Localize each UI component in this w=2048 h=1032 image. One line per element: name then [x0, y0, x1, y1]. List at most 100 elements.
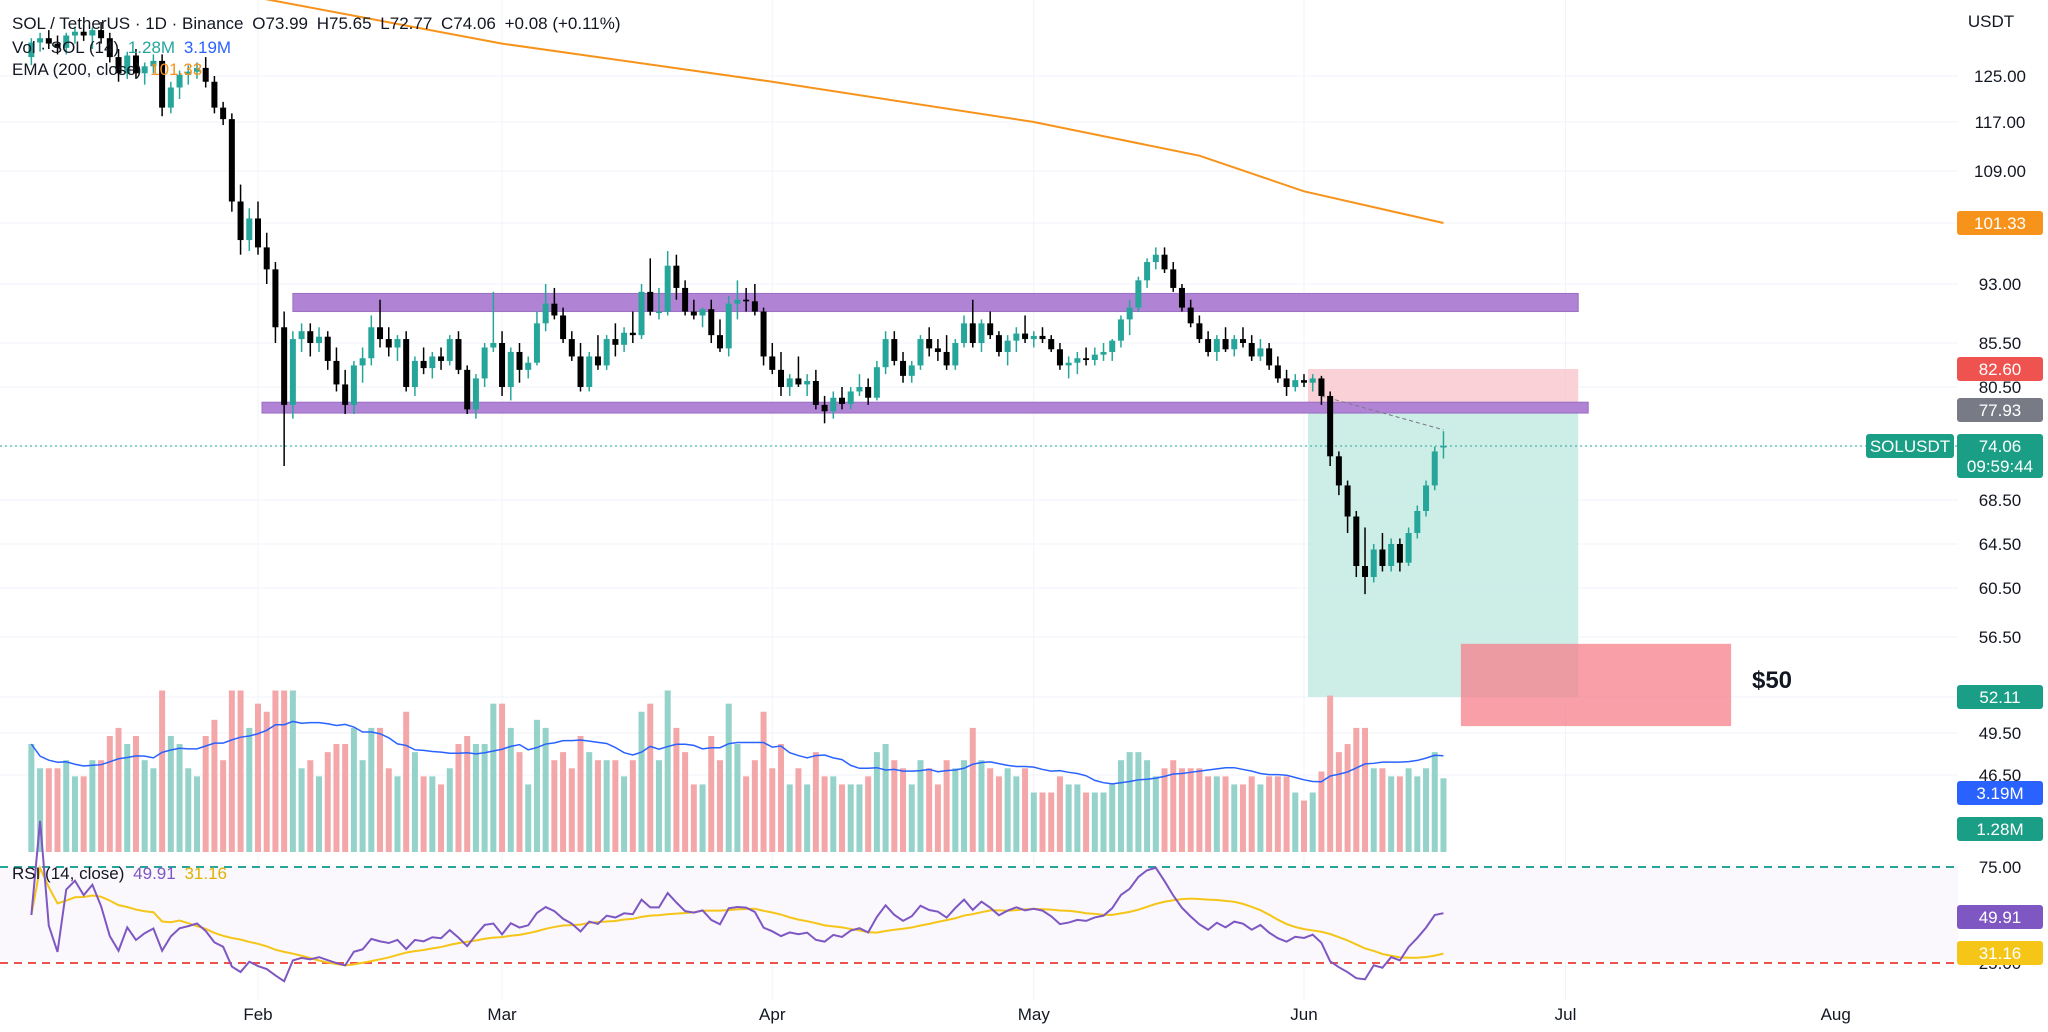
candle-body: [150, 60, 157, 67]
candle-body: [394, 339, 401, 348]
volume-bar: [37, 768, 44, 852]
rsi-layer: [0, 820, 1958, 983]
candle-body: [1030, 335, 1037, 340]
volume-bar: [1056, 776, 1063, 852]
x-tick-label: Jul: [1555, 1005, 1577, 1024]
volume-bar: [1440, 778, 1447, 852]
candle-body: [28, 42, 35, 58]
price-tick-label: 64.50: [1979, 535, 2022, 554]
candle-body: [141, 66, 148, 74]
volume-badge-text: 1.28M: [1976, 820, 2023, 839]
volume-bar: [577, 735, 584, 852]
volume-bar: [769, 768, 776, 852]
candle-body: [629, 332, 636, 336]
candle-body: [1205, 339, 1212, 352]
candle-body: [594, 356, 601, 366]
ema-legend[interactable]: EMA (200, close) 101.33: [12, 60, 202, 80]
volume-bar: [969, 727, 976, 852]
candle-body: [420, 360, 427, 369]
candle-body: [1213, 339, 1220, 352]
rsi-ma-value: 31.16: [184, 864, 227, 883]
candle-body: [995, 335, 1002, 352]
candle-body: [987, 323, 994, 336]
candle-body: [1274, 365, 1281, 379]
volume-bar: [106, 735, 113, 852]
candle-body: [167, 87, 174, 108]
volume-bar: [124, 744, 131, 852]
volume-bar: [420, 776, 427, 852]
volume-bar: [708, 735, 715, 852]
volume-bar: [612, 760, 619, 852]
volume-bar: [1152, 776, 1159, 852]
candle-body: [63, 35, 70, 48]
volume-bar: [908, 784, 915, 852]
volume-legend[interactable]: Vol · SOL (14) 1.28M 3.19M: [12, 38, 231, 58]
volume-bar: [1344, 744, 1351, 852]
volume-bar: [1266, 776, 1273, 852]
price-tick-label: 85.50: [1979, 334, 2022, 353]
volume-bar: [141, 760, 148, 852]
volume-bar: [1039, 792, 1046, 852]
candle-body: [1039, 335, 1046, 340]
candle-body: [481, 347, 488, 379]
candle-body: [1100, 351, 1107, 355]
candle-body: [98, 30, 105, 39]
target-badge-box: [1957, 685, 2043, 709]
volume-bar: [377, 727, 384, 852]
candle-body: [237, 201, 244, 241]
volume-bar: [1370, 768, 1377, 852]
volume-bar: [1144, 760, 1151, 852]
volume-bar: [333, 744, 340, 852]
candle-body: [1170, 269, 1177, 288]
candle-body: [1083, 358, 1090, 361]
volume-bar: [804, 784, 811, 852]
volume-bar: [411, 752, 418, 852]
candle-body: [621, 332, 628, 345]
candle-body: [926, 339, 933, 349]
volume-bar: [1239, 784, 1246, 852]
candle-body: [385, 339, 392, 348]
candle-body: [472, 378, 479, 410]
volume-bar: [673, 727, 680, 852]
candle-body: [1353, 516, 1360, 566]
volume-ma-badge-text: 3.19M: [1976, 784, 2023, 803]
ema-value: 101.33: [150, 60, 203, 79]
volume-bar: [516, 752, 523, 852]
target-box: [1460, 643, 1732, 727]
candle-body: [220, 107, 227, 120]
rsi-ma-badge-text: 31.16: [1979, 944, 2022, 963]
currency-label[interactable]: USDT: [1967, 12, 2015, 31]
volume-bar: [1335, 752, 1342, 852]
candle-body: [743, 299, 750, 302]
volume-bar: [115, 727, 122, 852]
rsi-line: [30, 820, 1444, 983]
volume-bar: [865, 776, 872, 852]
projection-line: [1321, 395, 1444, 431]
volume-bar: [1231, 784, 1238, 852]
candle-body: [533, 323, 540, 363]
target-box-label: $50: [1752, 667, 1792, 694]
volume-bar: [342, 744, 349, 852]
candle-body: [769, 356, 776, 370]
candle-body: [89, 30, 96, 36]
candle-body: [1117, 319, 1124, 341]
ema-badge-text: 101.33: [1974, 214, 2026, 233]
volume-bar: [1187, 768, 1194, 852]
volume-bar: [1423, 768, 1430, 852]
volume-bar: [45, 768, 52, 852]
symbol-title[interactable]: SOL / TetherUS · 1D · Binance: [12, 14, 244, 33]
open-value: O73.99: [252, 14, 308, 33]
candle-body: [839, 397, 846, 405]
volume-bar: [1283, 776, 1290, 852]
x-tick-label: Feb: [243, 1005, 272, 1024]
volume-bar: [743, 776, 750, 852]
volume-bar: [847, 784, 854, 852]
candle-body: [1266, 348, 1273, 366]
price-tick-label: 56.50: [1979, 628, 2022, 647]
volume-bar: [978, 760, 985, 852]
resistance-zone: [292, 292, 1579, 313]
volume-bar: [778, 744, 784, 852]
rsi-legend[interactable]: RSI (14, close) 49.91 31.16: [12, 864, 227, 884]
candle-body: [804, 381, 811, 385]
